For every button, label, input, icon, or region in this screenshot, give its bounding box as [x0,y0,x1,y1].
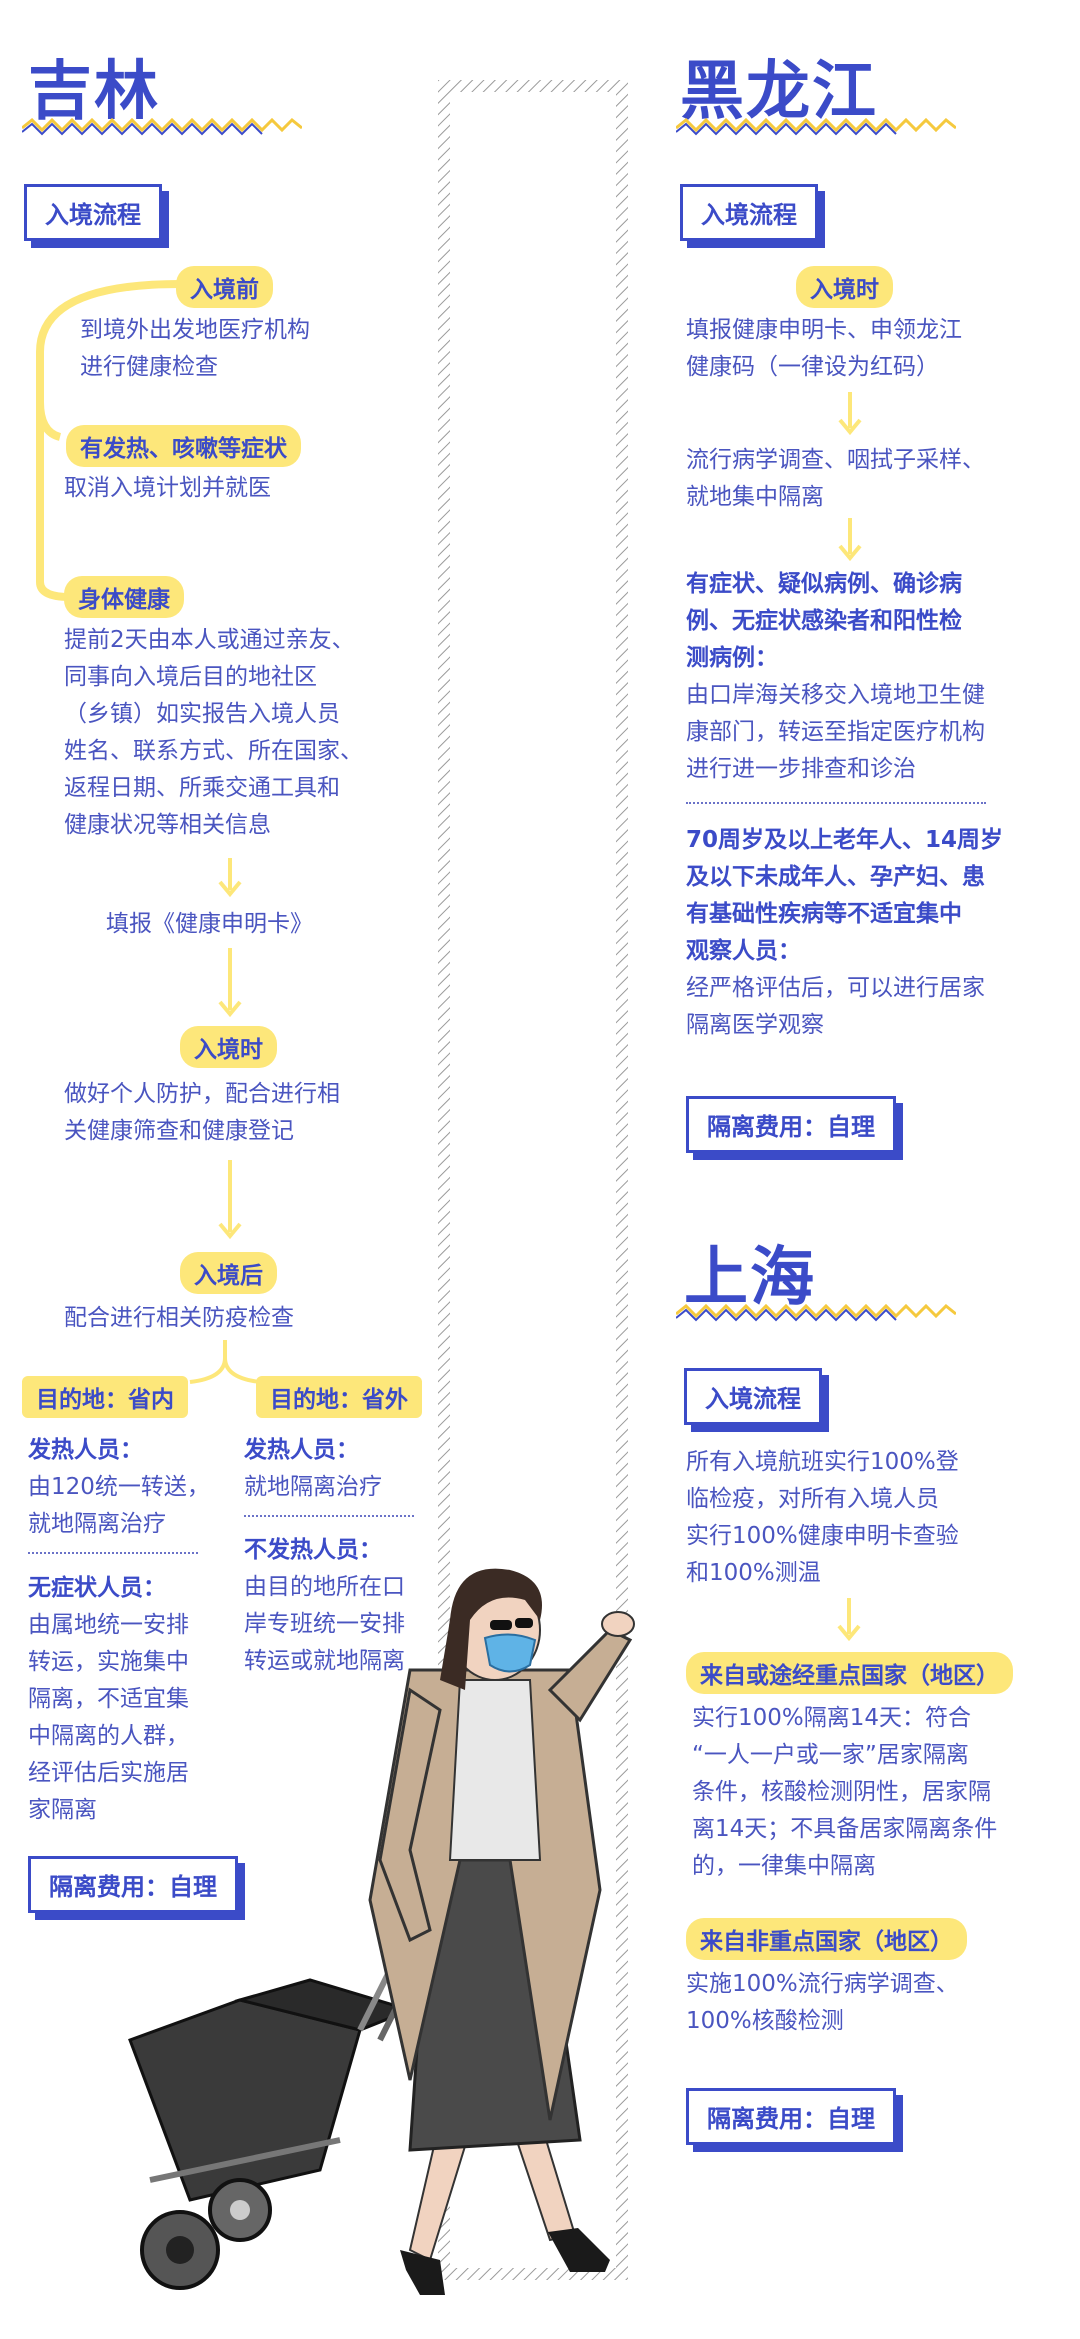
jilin-after-text: 配合进行相关防疫检查 [64,1305,294,1331]
jilin-out-fever-title: 发热人员： [244,1437,359,1463]
woman-figure [368,1568,635,2295]
heilongjiang-case2-title-3: 有基础性疾病等不适宜集中 [686,901,962,927]
heilongjiang-step2-1: 流行病学调查、咽拭子采样、 [686,447,985,473]
heilongjiang-case1-text-2: 康部门，转运至指定医疗机构 [686,719,985,745]
jilin-healthy-text-2: 同事向入境后目的地社区 [64,664,317,690]
shanghai-intro-3: 实行100%健康申明卡查验 [686,1523,959,1549]
jilin-arrival-text-1: 做好个人防护，配合进行相 [64,1081,340,1107]
heilongjiang-case2-title-1: 70周岁及以上老年人、14周岁 [686,827,1004,853]
heilongjiang-fee: 隔离费用：自理 [686,1096,903,1160]
jilin-process-label: 入境流程 [24,184,169,248]
heilongjiang-case1-title-3: 测病例： [686,645,778,671]
jilin-in-nosym-text-5: 经评估后实施居 [28,1760,189,1786]
heilongjiang-arrival-label: 入境时 [796,266,893,308]
heilongjiang-case2-text-2: 隔离医学观察 [686,1012,824,1038]
face-mask-icon [483,1633,537,1673]
jilin-divider-1 [28,1552,198,1554]
heilongjiang-case1-text-3: 进行进一步排查和诊治 [686,756,916,782]
jilin-before-text-2: 进行健康检查 [80,354,218,380]
shanghai-key-text-4: 离14天；不具备居家隔离条件 [692,1816,998,1842]
jilin-in-fever-text-1: 由120统一转送， [28,1474,210,1500]
jilin-bracket-line [36,280,181,601]
shanghai-nonkey-text-1: 实施100%流行病学调查、 [686,1971,959,1997]
jilin-in-nosym-text-6: 家隔离 [28,1797,97,1823]
jilin-healthy-text-6: 健康状况等相关信息 [64,812,271,838]
luggage-icon [128,1926,433,2290]
shanghai-nonkey-label: 来自非重点国家（地区） [686,1918,967,1960]
jilin-title: 吉林 [28,55,160,129]
heilongjiang-case1-title-1: 有症状、疑似病例、确诊病 [686,571,962,597]
shanghai-intro-1: 所有入境航班实行100%登 [686,1449,959,1475]
heilongjiang-case2-title-4: 观察人员： [686,938,801,964]
jilin-dest-in: 目的地：省内 [22,1376,188,1418]
shanghai-key-text-2: “一人一户或一家”居家隔离 [692,1742,969,1768]
jilin-arrow-2 [218,948,242,1018]
heilongjiang-title: 黑龙江 [680,55,878,129]
heilongjiang-step1-2: 健康码（一律设为红码） [686,354,939,380]
jilin-in-nosym-title: 无症状人员： [28,1575,166,1601]
heilongjiang-case2-title-2: 及以下未成年人、孕产妇、患 [686,864,985,890]
heilongjiang-case1-title-2: 例、无症状感染者和阳性检 [686,608,962,634]
jilin-arrow-3 [218,1160,242,1240]
heilongjiang-case1-text-1: 由口岸海关移交入境地卫生健 [686,682,985,708]
jilin-branch-line [189,1340,261,1384]
jilin-out-nofever-text-3: 转运或就地隔离 [244,1648,405,1674]
heilongjiang-step2-2: 就地集中隔离 [686,484,824,510]
jilin-in-fever-title: 发热人员： [28,1437,143,1463]
jilin-in-nosym-text-3: 隔离，不适宜集 [28,1686,189,1712]
jilin-in-nosym-text-2: 转运，实施集中 [28,1649,189,1675]
heilongjiang-arrow-1 [838,392,862,436]
shanghai-intro-2: 临检疫，对所有入境人员 [686,1486,939,1512]
jilin-out-fever-text: 就地隔离治疗 [244,1474,382,1500]
jilin-healthy-text-3: （乡镇）如实报告入境人员 [64,701,340,727]
heilongjiang-arrow-2 [838,518,862,562]
jilin-out-nofever-text-2: 岸专班统一安排 [244,1611,405,1637]
jilin-after-label: 入境后 [180,1252,277,1294]
shanghai-title: 上海 [684,1241,816,1315]
jilin-arrival-text-2: 关健康筛查和健康登记 [64,1118,294,1144]
jilin-before-label: 入境前 [176,266,273,308]
heilongjiang-process-label: 入境流程 [680,184,825,248]
shanghai-key-text-3: 条件，核酸检测阴性，居家隔 [692,1779,991,1805]
jilin-healthy-text-4: 姓名、联系方式、所在国家、 [64,738,363,764]
jilin-before-text-1: 到境外出发地医疗机构 [80,317,310,343]
shanghai-process-label: 入境流程 [684,1368,829,1432]
jilin-fill-card: 填报《健康申明卡》 [106,911,313,937]
jilin-out-nofever-text-1: 由目的地所在口 [244,1574,405,1600]
jilin-in-nosym-text-4: 中隔离的人群， [28,1723,189,1749]
heilongjiang-zigzag [676,118,956,136]
heilongjiang-case2-text-1: 经严格评估后，可以进行居家 [686,975,985,1001]
jilin-arrow-1 [218,858,242,898]
shanghai-key-text-5: 的，一律集中隔离 [692,1853,876,1879]
jilin-healthy-text-5: 返程日期、所乘交通工具和 [64,775,340,801]
shanghai-fee: 隔离费用：自理 [686,2088,903,2152]
jilin-in-nosym-text-1: 由属地统一安排 [28,1612,189,1638]
jilin-healthy-label: 身体健康 [64,576,184,618]
shanghai-key-text-1: 实行100%隔离14天：符合 [692,1705,972,1731]
shanghai-zigzag [676,1304,956,1322]
jilin-symptom-text: 取消入境计划并就医 [64,475,271,501]
heilongjiang-step1-1: 填报健康申明卡、申领龙江 [686,317,962,343]
jilin-dest-out: 目的地：省外 [256,1376,422,1418]
jilin-symptom-label: 有发热、咳嗽等症状 [66,425,301,467]
jilin-out-nofever-title: 不发热人员： [244,1537,382,1563]
jilin-arrival-label: 入境时 [180,1026,277,1068]
shanghai-arrow [837,1598,861,1642]
shanghai-key-label: 来自或途经重点国家（地区） [686,1652,1013,1694]
traveler-illustration [128,1568,635,2295]
shanghai-nonkey-text-2: 100%核酸检测 [686,2008,844,2034]
jilin-divider-2 [244,1515,414,1517]
heilongjiang-divider [686,802,986,804]
jilin-in-fever-text-2: 就地隔离治疗 [28,1511,166,1537]
jilin-zigzag [22,118,302,136]
jilin-healthy-text-1: 提前2天由本人或通过亲友、 [64,627,355,653]
shanghai-intro-4: 和100%测温 [686,1560,821,1586]
